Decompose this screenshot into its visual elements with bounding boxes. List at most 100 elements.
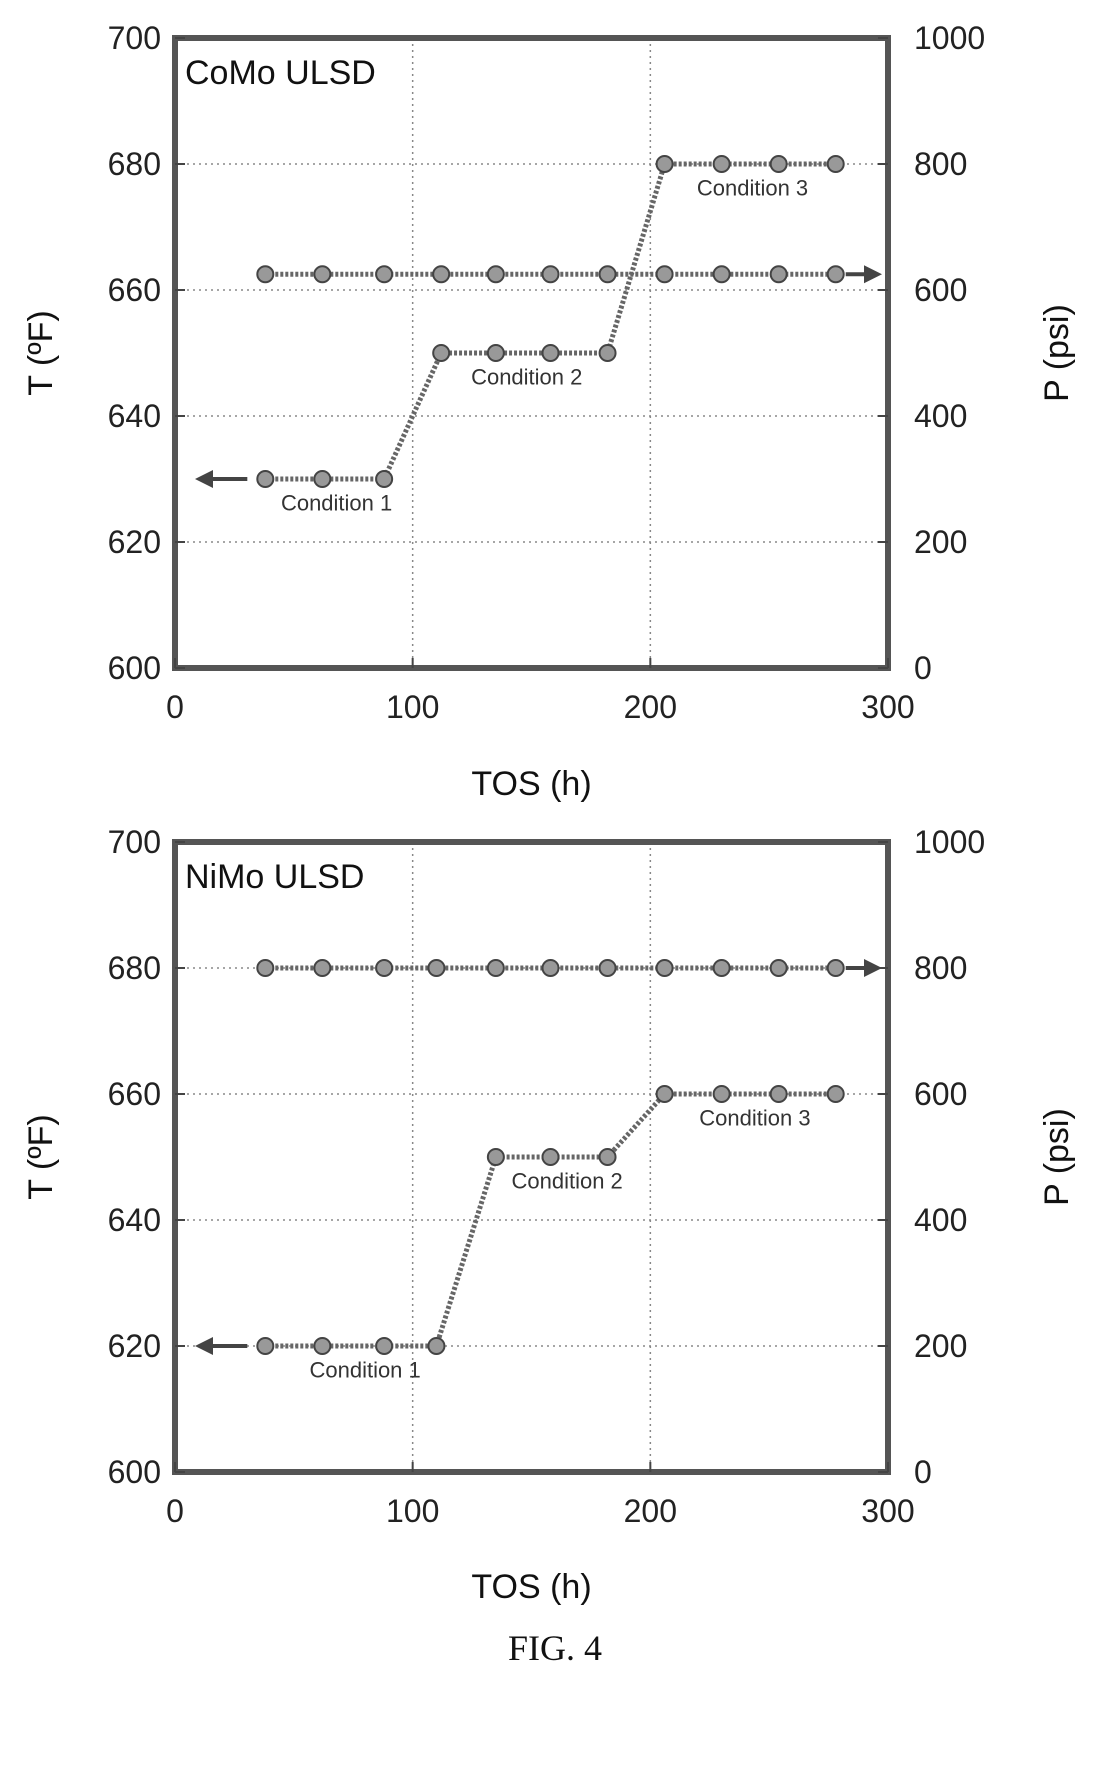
y-right-tick-label: 200 xyxy=(914,1328,967,1364)
data-point-right xyxy=(256,959,275,977)
data-point-left xyxy=(655,155,674,173)
y-left-tick-label: 640 xyxy=(108,1202,161,1238)
left-arrow-head xyxy=(195,470,213,488)
y-left-tick-label: 620 xyxy=(108,1328,161,1364)
data-point-right xyxy=(486,265,505,284)
right-arrow-head xyxy=(864,959,882,977)
y-left-tick-label: 660 xyxy=(108,272,161,308)
y-left-tick-label: 660 xyxy=(108,1076,161,1112)
data-point-right xyxy=(541,265,560,284)
x-tick-label: 200 xyxy=(624,689,677,725)
panels: 0 100 200 300 600 620 640 660 680 700 0 200 400 600 80… xyxy=(22,20,1076,1606)
y-right-tick-label: 400 xyxy=(914,1202,967,1238)
x-tick-label: 100 xyxy=(386,689,439,725)
data-point-left xyxy=(486,1148,505,1166)
data-point-right xyxy=(313,959,332,977)
right-arrow-head xyxy=(864,265,882,284)
data-point-left xyxy=(313,1337,332,1355)
data-point-right xyxy=(826,959,845,977)
x-tick-label: 200 xyxy=(624,1493,677,1529)
y-right-tick-label: 400 xyxy=(914,398,967,434)
plot-frame xyxy=(172,35,891,671)
y-left-tick-label: 700 xyxy=(108,824,161,860)
data-point-right xyxy=(712,959,731,977)
y-left-tick-label: 700 xyxy=(108,20,161,56)
panel-label: CoMo ULSD xyxy=(185,54,376,92)
left-arrow-head xyxy=(195,1337,213,1355)
data-point-left xyxy=(541,1148,560,1166)
y-right-tick-label: 600 xyxy=(914,1076,967,1112)
data-point-right xyxy=(375,959,394,977)
panel-label: NiMo ULSD xyxy=(185,858,364,896)
data-point-right xyxy=(375,265,394,284)
y-left-axis-title: T (ºF) xyxy=(22,310,60,395)
data-point-left xyxy=(375,470,394,488)
data-point-right xyxy=(313,265,332,284)
data-point-left xyxy=(826,155,845,173)
y-right-tick-label: 800 xyxy=(914,146,967,182)
y-right-tick-label: 200 xyxy=(914,524,967,560)
y-right-tick-label: 600 xyxy=(914,272,967,308)
condition-label: Condition 1 xyxy=(309,1358,420,1383)
condition-label: Condition 2 xyxy=(511,1169,622,1194)
y-left-axis-title: T (ºF) xyxy=(22,1114,60,1199)
data-point-left xyxy=(432,344,451,362)
data-point-left xyxy=(712,1085,731,1103)
series-line-left xyxy=(265,161,836,482)
plot-frame xyxy=(172,839,891,1475)
data-point-right xyxy=(826,265,845,284)
data-point-right xyxy=(598,265,617,284)
data-point-left xyxy=(541,344,560,362)
data-point-left xyxy=(769,155,788,173)
data-point-left xyxy=(598,344,617,362)
data-point-left xyxy=(256,470,275,488)
data-point-left xyxy=(769,1085,788,1103)
y-left-tick-label: 640 xyxy=(108,398,161,434)
data-point-left xyxy=(256,1337,275,1355)
data-point-right xyxy=(432,265,451,284)
data-point-left xyxy=(598,1148,617,1166)
y-left-tick-label: 600 xyxy=(108,1454,161,1490)
x-tick-label: 300 xyxy=(861,1493,914,1529)
x-tick-label: 100 xyxy=(386,1493,439,1529)
data-point-right xyxy=(769,959,788,977)
figure-caption: FIG. 4 xyxy=(508,1628,602,1668)
y-left-tick-label: 680 xyxy=(108,146,161,182)
data-point-right xyxy=(712,265,731,284)
chart-panel-1: 0 100 200 300 600 620 640 660 680 700 0 200 400 600 80… xyxy=(22,20,1076,803)
x-axis-title: TOS (h) xyxy=(471,1568,591,1606)
data-point-right xyxy=(769,265,788,284)
condition-label: Condition 3 xyxy=(697,176,808,201)
data-point-right xyxy=(427,959,446,977)
data-point-right xyxy=(256,265,275,284)
y-right-tick-label: 1000 xyxy=(914,824,985,860)
y-right-axis-title: P (psi) xyxy=(1038,1108,1076,1206)
data-point-left xyxy=(655,1085,674,1103)
x-tick-label: 300 xyxy=(861,689,914,725)
x-axis-title: TOS (h) xyxy=(471,765,591,803)
x-tick-label: 0 xyxy=(166,1493,184,1529)
data-point-left xyxy=(826,1085,845,1103)
condition-label: Condition 2 xyxy=(471,365,582,390)
y-left-tick-label: 600 xyxy=(108,650,161,686)
data-point-right xyxy=(655,959,674,977)
condition-label: Condition 1 xyxy=(281,491,392,516)
y-left-tick-label: 620 xyxy=(108,524,161,560)
data-point-right xyxy=(598,959,617,977)
y-right-tick-label: 0 xyxy=(914,650,932,686)
y-right-axis-title: P (psi) xyxy=(1038,304,1076,402)
data-point-right xyxy=(541,959,560,977)
chart-panel-2: 0 100 200 300 600 620 640 660 680 700 0 200 400 600 80… xyxy=(22,824,1076,1606)
series-line-left xyxy=(265,1091,836,1349)
data-point-left xyxy=(486,344,505,362)
condition-label: Condition 3 xyxy=(699,1106,810,1131)
data-point-left xyxy=(375,1337,394,1355)
y-right-tick-label: 1000 xyxy=(914,20,985,56)
data-point-left xyxy=(712,155,731,173)
y-left-tick-label: 680 xyxy=(108,950,161,986)
data-point-left xyxy=(427,1337,446,1355)
data-point-right xyxy=(655,265,674,284)
data-point-right xyxy=(486,959,505,977)
data-point-left xyxy=(313,470,332,488)
